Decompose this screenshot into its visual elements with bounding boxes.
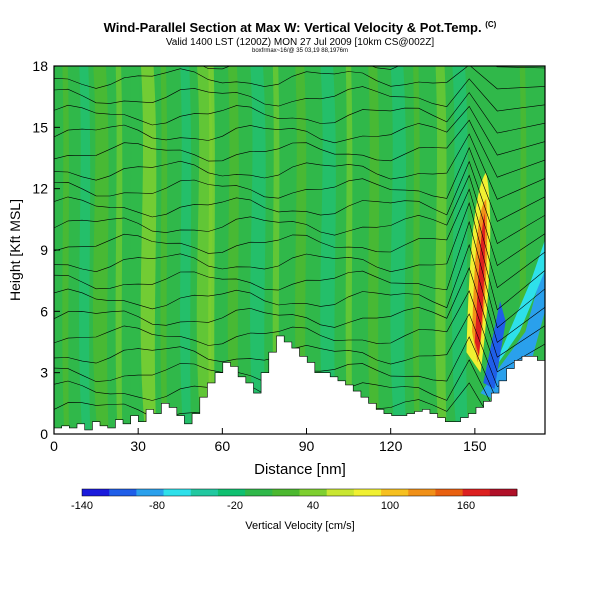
- colorbar-tick-label: 40: [307, 500, 319, 512]
- isentrope-line: [54, 220, 545, 329]
- colorbar-swatch: [82, 489, 110, 496]
- y-axis: 0 3 6 9 12 15 18: [32, 58, 60, 442]
- field-streak: [62, 66, 70, 434]
- isentrope-line: [54, 105, 545, 156]
- y-tick-label: 6: [40, 303, 48, 319]
- colorbar-swatch: [408, 489, 436, 496]
- field-streak: [180, 66, 192, 434]
- colorbar-swatch: [217, 489, 246, 496]
- field-streak: [208, 66, 215, 434]
- y-tick-label: 15: [32, 119, 48, 135]
- y-axis-label: Height [Kft MSL]: [7, 199, 23, 301]
- chart-title-text: Wind-Parallel Section at Max W: Vertical…: [103, 20, 482, 35]
- isentrope-line: [54, 66, 545, 90]
- colorbar-swatch: [109, 489, 137, 496]
- y-tick-label: 9: [40, 242, 48, 258]
- field-streak: [435, 66, 447, 434]
- colorbar-tick-label: -20: [227, 500, 243, 512]
- isentrope-line: [54, 78, 545, 112]
- y-tick-label: 0: [40, 426, 48, 442]
- field-streak: [390, 66, 407, 434]
- colorbar-swatch: [299, 489, 328, 496]
- isentrope-line: [54, 267, 545, 358]
- field-streak: [129, 66, 141, 434]
- x-axis-label: Distance [nm]: [254, 461, 346, 478]
- colorbar-tick-label: -80: [149, 500, 165, 512]
- x-tick-label: 0: [50, 438, 58, 454]
- field-streak: [412, 66, 420, 434]
- colorbar-swatch: [190, 489, 219, 496]
- chart-subtitle: Valid 1400 LST (1200Z) MON 27 Jul 2009 […: [165, 37, 435, 48]
- colorbar-tick-label: 100: [381, 500, 399, 512]
- field-streak: [160, 66, 168, 434]
- colorbar-swatch: [136, 489, 164, 496]
- colorbar-swatch: [245, 489, 273, 496]
- colorbar: -140 -80 -20 40 100 160: [71, 488, 518, 512]
- field-streak: [115, 66, 123, 434]
- terrain: [53, 335, 546, 435]
- chart-info-line: boxfrmax~16/@ 35 03,19 88,1976m: [252, 48, 348, 54]
- colorbar-frame: [81, 488, 518, 497]
- isentrope-line: [54, 243, 545, 343]
- y-tick-label: 12: [32, 181, 48, 197]
- colorbar-swatch: [326, 489, 355, 496]
- x-tick-label: 90: [299, 438, 315, 454]
- field-streak: [92, 66, 109, 434]
- y-tick-label: 18: [32, 58, 48, 74]
- velocity-core: [474, 213, 486, 357]
- colorbar-swatch: [272, 489, 300, 496]
- isentrope-line: [54, 188, 545, 289]
- colorbar-swatch: [163, 489, 192, 496]
- isentrope-line: [54, 174, 545, 266]
- colorbar-tick-label: 160: [457, 500, 475, 512]
- colorbar-swatch: [381, 489, 409, 496]
- chart-title: Wind-Parallel Section at Max W: Vertical…: [0, 20, 600, 35]
- isentrope-line: [54, 290, 545, 373]
- isentrope-line: [54, 133, 545, 200]
- field-streak: [79, 66, 91, 434]
- field-streak: [227, 66, 239, 434]
- field-streak: [295, 66, 307, 434]
- isentrope-line: [54, 147, 545, 222]
- colorbar-swatch: [435, 489, 464, 496]
- x-axis: 0 30 60 90 120 150: [50, 428, 487, 454]
- field-streak: [140, 66, 157, 434]
- field-streak: [320, 66, 336, 434]
- isentrope-line: [54, 202, 545, 311]
- colorbar-swatch: [353, 489, 382, 496]
- colorbar-tick-label: -140: [71, 500, 93, 512]
- colorbar-label: Vertical Velocity [cm/s]: [245, 520, 354, 532]
- isentrope-line: [54, 160, 545, 244]
- y-tick-label: 3: [40, 365, 48, 381]
- colorbar-swatch: [489, 489, 518, 496]
- isentrope-line: [54, 92, 545, 134]
- field-streak: [250, 66, 266, 434]
- velocity-core: [483, 301, 506, 390]
- x-tick-label: 150: [463, 438, 487, 454]
- chart-title-mark: (C): [485, 20, 497, 29]
- x-tick-label: 30: [130, 438, 146, 454]
- colorbar-swatch: [462, 489, 491, 496]
- x-tick-label: 60: [215, 438, 231, 454]
- potential-temperature-contours: [54, 66, 545, 432]
- isentrope-line: [54, 119, 545, 178]
- x-tick-label: 120: [379, 438, 403, 454]
- field-streak: [345, 66, 353, 434]
